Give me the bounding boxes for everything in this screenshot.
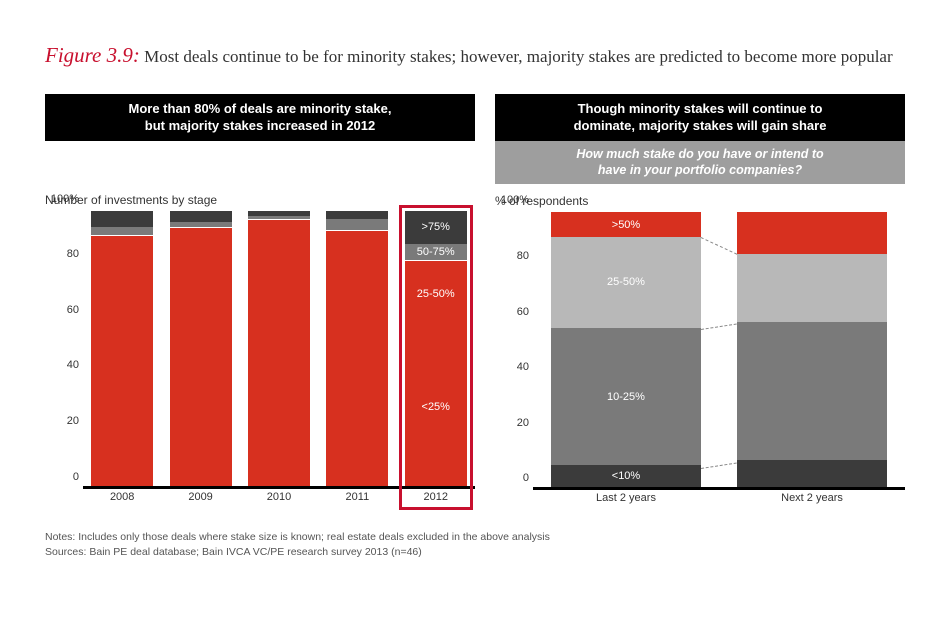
- bar-segment: [737, 322, 887, 460]
- sources-line: Sources: Bain PE deal database; Bain IVC…: [45, 545, 905, 560]
- y-tick: 0: [73, 471, 79, 483]
- bar-segment: [737, 212, 887, 253]
- bar-segment: [170, 227, 232, 310]
- y-tick: 80: [517, 250, 529, 262]
- bar-segment: [737, 460, 887, 488]
- bar: <10% 10-25% 25-50% >50%: [551, 212, 701, 487]
- bar-segment: [91, 307, 153, 486]
- segment-label: <25%: [422, 401, 450, 413]
- y-tick: 20: [67, 415, 79, 427]
- segment-label: >50%: [612, 219, 640, 231]
- right-axis-label: % of respondents: [495, 194, 905, 208]
- bar: [170, 211, 232, 486]
- bar-segment: [248, 211, 310, 217]
- segment-label: >75%: [422, 221, 450, 233]
- bar-segment: [737, 254, 887, 323]
- bar-segment: [170, 310, 232, 486]
- y-tick: 40: [67, 359, 79, 371]
- left-chart: More than 80% of deals are minority stak…: [45, 94, 475, 513]
- bar-segment: >75%: [405, 211, 467, 244]
- right-y-axis: 020406080100%: [495, 212, 529, 490]
- figure-label: Figure 3.9:: [45, 43, 140, 67]
- bar-segment: [91, 227, 153, 235]
- right-chart-area: 020406080100% <10%10-25%25-50%>50% Last …: [533, 212, 905, 512]
- bar-segment: [170, 222, 232, 228]
- y-tick: 40: [517, 361, 529, 373]
- left-plot: <25% 25-50% 50-75% >75%: [83, 211, 475, 489]
- bar-segment: 25-50%: [551, 237, 701, 328]
- segment-label: 25-50%: [607, 276, 645, 288]
- bar-segment: [326, 288, 388, 486]
- left-x-labels: 2008 2009 2010 2011 2012: [83, 491, 475, 511]
- bar-segment: [170, 211, 232, 222]
- bar-segment: <25%: [405, 329, 467, 486]
- bar-segment: 50-75%: [405, 244, 467, 261]
- right-x-labels: Last 2 years Next 2 years: [533, 492, 905, 512]
- bar-segment: [326, 211, 388, 219]
- right-plot: <10% 10-25% 25-50% >50%: [533, 212, 905, 490]
- right-bars: <10% 10-25% 25-50% >50%: [533, 212, 905, 487]
- right-banner: Though minority stakes will continue tod…: [495, 94, 905, 141]
- notes-line: Notes: Includes only those deals where s…: [45, 530, 905, 545]
- left-banner: More than 80% of deals are minority stak…: [45, 94, 475, 141]
- bar: [91, 211, 153, 486]
- segment-label: <10%: [612, 470, 640, 482]
- bar-segment: [248, 216, 310, 219]
- bar-segment: [91, 235, 153, 307]
- left-chart-area: 020406080100% <25%25-50%50-75%>75% 20082…: [83, 211, 475, 511]
- segment-label: 50-75%: [417, 246, 455, 258]
- bar-segment: [326, 230, 388, 288]
- bar-segment: [248, 299, 310, 486]
- x-tick-label: 2010: [248, 491, 310, 511]
- y-tick: 20: [517, 417, 529, 429]
- bar-segment: [326, 219, 388, 230]
- x-tick-label: 2009: [170, 491, 232, 511]
- y-tick: 60: [67, 304, 79, 316]
- charts-row: More than 80% of deals are minority stak…: [45, 94, 905, 513]
- bar: [737, 212, 887, 487]
- bar: [248, 211, 310, 486]
- bar: <25% 25-50% 50-75% >75%: [405, 211, 467, 486]
- y-tick: 60: [517, 306, 529, 318]
- left-y-axis: 020406080100%: [45, 211, 79, 489]
- x-tick-label: 2011: [326, 491, 388, 511]
- left-bars: <25% 25-50% 50-75% >75%: [83, 211, 475, 486]
- figure-title-text: Most deals continue to be for minority s…: [144, 47, 893, 66]
- y-tick: 100%: [51, 193, 79, 205]
- y-tick: 100%: [501, 194, 529, 206]
- segment-label: 25-50%: [417, 288, 455, 300]
- x-tick-label: Next 2 years: [737, 492, 887, 512]
- right-chart: Though minority stakes will continue tod…: [495, 94, 905, 513]
- x-tick-label: 2008: [91, 491, 153, 511]
- bar-segment: [91, 211, 153, 228]
- bar-segment: <10%: [551, 465, 701, 487]
- left-axis-label: Number of investments by stage: [45, 193, 475, 207]
- x-tick-label: 2012: [405, 491, 467, 511]
- bar: [326, 211, 388, 486]
- bar-segment: [248, 219, 310, 299]
- y-tick: 80: [67, 248, 79, 260]
- bar-segment: 10-25%: [551, 328, 701, 466]
- y-tick: 0: [523, 472, 529, 484]
- bar-segment: >50%: [551, 212, 701, 237]
- figure-title: Figure 3.9: Most deals continue to be fo…: [45, 40, 905, 72]
- bar-segment: 25-50%: [405, 260, 467, 329]
- right-sub-banner: How much stake do you have or intend toh…: [495, 141, 905, 185]
- footnotes: Notes: Includes only those deals where s…: [45, 530, 905, 559]
- segment-label: 10-25%: [607, 391, 645, 403]
- x-tick-label: Last 2 years: [551, 492, 701, 512]
